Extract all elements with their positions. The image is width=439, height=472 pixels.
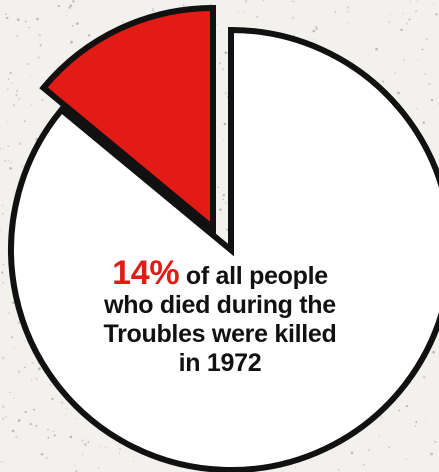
pie-caption: 14% of all people who died during the Tr…: [70, 256, 370, 378]
pie-slice-other-years: [8, 26, 439, 472]
caption-percentage: 14%: [112, 254, 180, 292]
caption-line-4: in 1972: [178, 349, 262, 377]
pie-slice-1972: [39, 4, 216, 235]
caption-line-3: Troubles were killed: [103, 320, 337, 348]
caption-line-1: of all people: [179, 262, 328, 290]
caption-line-2: who died during the: [104, 291, 336, 319]
